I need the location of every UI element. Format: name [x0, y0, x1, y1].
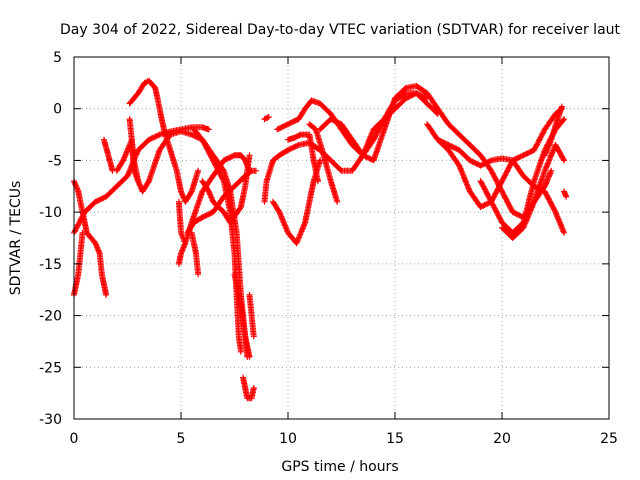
y-tick-label: 5	[53, 50, 62, 66]
plot-frame	[73, 56, 610, 420]
series-sat-u	[285, 131, 321, 185]
x-axis-title: GPS time / hours	[281, 459, 398, 475]
x-tick-label: 0	[70, 431, 79, 447]
series-sat-i	[175, 240, 189, 267]
series-sat-v	[306, 121, 341, 205]
data-points-sat-ac	[561, 188, 570, 200]
series-sat-aa	[499, 141, 568, 241]
x-tick-label: 10	[279, 431, 297, 447]
series-sat-ac	[561, 188, 570, 200]
series-sat-f	[126, 77, 202, 205]
chart-title: Day 304 of 2022, Sidereal Day-to-day VTE…	[60, 22, 621, 38]
data-marks	[71, 77, 570, 402]
series-sat-q	[261, 90, 431, 205]
data-points-sat-aa	[499, 141, 568, 241]
x-tick-label: 25	[600, 431, 618, 447]
series-sat-p	[246, 291, 257, 340]
x-tick-label: 20	[493, 431, 511, 447]
data-points-sat-r	[261, 114, 272, 123]
series-sat-n	[231, 271, 251, 360]
x-tick-label: 5	[177, 431, 186, 447]
data-points-sat-i	[175, 240, 189, 267]
grid-layer	[74, 57, 609, 419]
data-points-sat-ab	[541, 103, 565, 159]
data-points-sat-w	[317, 83, 555, 221]
x-tick-labels: 0 5 10 15 20 25	[70, 431, 618, 447]
series-sat-w	[317, 83, 555, 221]
x-tick-label: 15	[386, 431, 404, 447]
y-tick-label: -5	[48, 153, 62, 169]
y-tick-labels: -30 -25 -20 -15 -10 -5 0 5	[39, 50, 62, 428]
series-sat-d	[101, 136, 116, 174]
y-axis-title: SDTVAR / TECUs	[8, 181, 24, 296]
data-points-sat-p	[246, 291, 257, 340]
series-sat-g	[126, 116, 142, 185]
series-sat-o	[240, 374, 257, 402]
y-tick-label: -25	[39, 360, 62, 376]
data-points-sat-d	[101, 136, 116, 174]
data-points-sat-q	[261, 90, 431, 205]
series-sat-m	[199, 152, 253, 226]
y-tick-label: -10	[39, 205, 62, 221]
data-points-sat-g	[126, 116, 142, 185]
data-points-sat-u	[285, 131, 321, 185]
data-points-sat-m	[199, 152, 253, 226]
series-sat-ab	[541, 103, 565, 159]
y-tick-label: -30	[39, 412, 62, 428]
y-tick-label: -20	[39, 309, 62, 325]
y-tick-label: 0	[53, 102, 62, 118]
data-points-sat-n	[231, 271, 251, 360]
axis-ticks	[73, 56, 610, 420]
series-sat-r	[261, 114, 272, 123]
data-points-sat-j	[188, 229, 202, 278]
data-points-sat-o	[240, 374, 257, 402]
y-tick-label: -15	[39, 257, 62, 273]
data-points-sat-f	[126, 77, 202, 205]
series-sat-j	[188, 229, 202, 278]
data-points-sat-v	[306, 121, 341, 205]
